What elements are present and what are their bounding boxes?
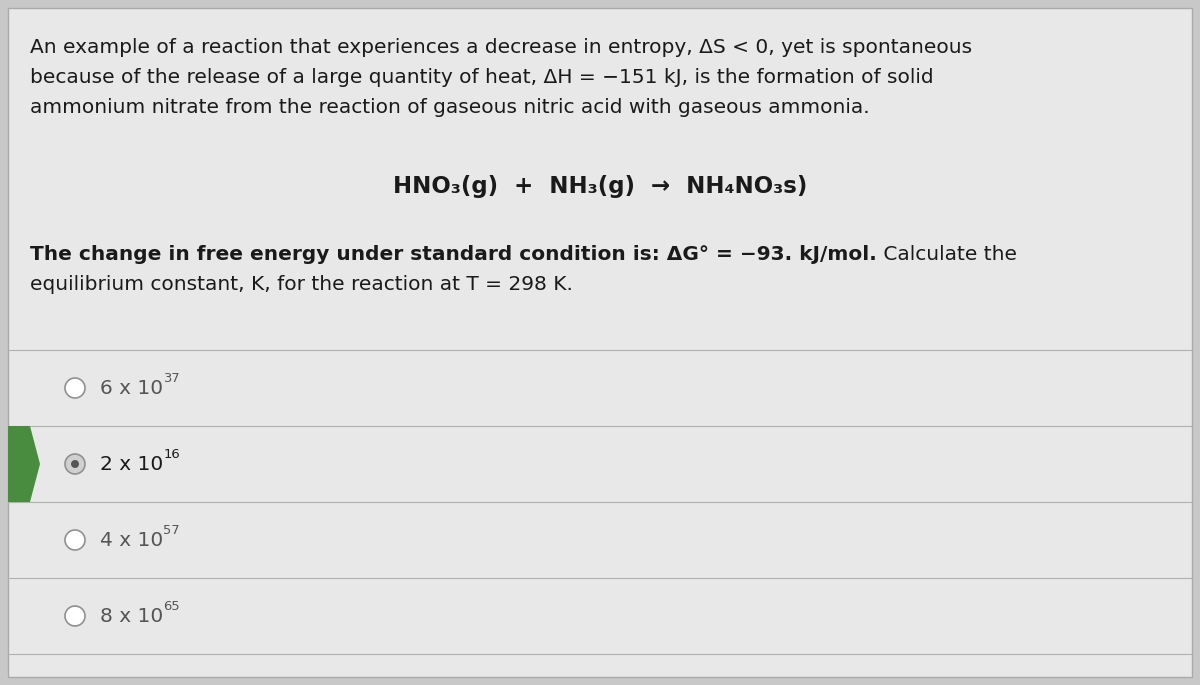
Text: 6 x 10: 6 x 10	[100, 379, 163, 397]
Text: HNO₃(g)  +  NH₃(g)  →  NH₄NO₃s): HNO₃(g) + NH₃(g) → NH₄NO₃s)	[392, 175, 808, 198]
Text: because of the release of a large quantity of heat, ΔH = −151 kJ, is the formati: because of the release of a large quanti…	[30, 68, 934, 87]
Text: 16: 16	[163, 447, 180, 460]
Text: 57: 57	[163, 523, 180, 536]
Text: 65: 65	[163, 599, 180, 612]
Text: equilibrium constant, K, for the reaction at T = 298 K.: equilibrium constant, K, for the reactio…	[30, 275, 572, 294]
Circle shape	[65, 606, 85, 626]
Polygon shape	[8, 426, 40, 502]
Text: The change in free energy under standard condition is: ΔG° = −93. kJ/mol.: The change in free energy under standard…	[30, 245, 877, 264]
Circle shape	[65, 378, 85, 398]
Text: 4 x 10: 4 x 10	[100, 530, 163, 549]
Text: 8 x 10: 8 x 10	[100, 606, 163, 625]
Text: Calculate the: Calculate the	[877, 245, 1016, 264]
Text: 2 x 10: 2 x 10	[100, 455, 163, 473]
FancyBboxPatch shape	[8, 8, 1192, 677]
Text: 37: 37	[163, 371, 180, 384]
Circle shape	[65, 530, 85, 550]
Circle shape	[71, 460, 79, 468]
Text: An example of a reaction that experiences a decrease in entropy, ΔS < 0, yet is : An example of a reaction that experience…	[30, 38, 972, 57]
Circle shape	[65, 454, 85, 474]
Text: ammonium nitrate from the reaction of gaseous nitric acid with gaseous ammonia.: ammonium nitrate from the reaction of ga…	[30, 98, 870, 117]
